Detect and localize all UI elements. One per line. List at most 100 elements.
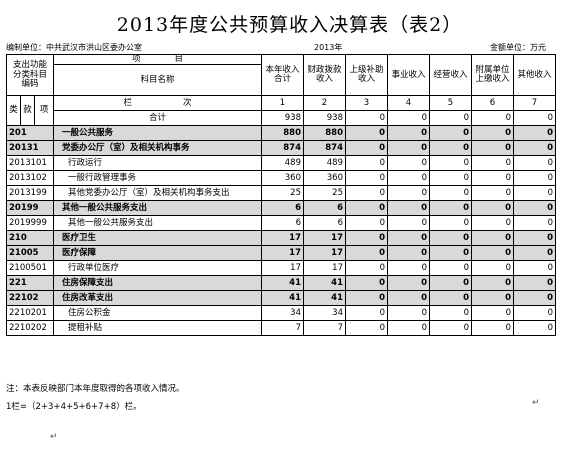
- row-subject-name: 一般公共服务: [53, 125, 262, 142]
- row-value: 41: [261, 290, 304, 307]
- table-row: 2100501 行政单位医疗 17 17 0 0 0 0 0: [6, 260, 556, 277]
- row-value: 0: [345, 260, 388, 277]
- lei-header: 类: [6, 95, 21, 127]
- budget-table: 支出功能分类科目编码 项 目 本年收入合计 财政拨款收入 上级补助收入 事业收入…: [6, 53, 556, 337]
- row-value: 0: [471, 200, 514, 217]
- row-code: 20199: [6, 200, 54, 217]
- col-header: 经营收入: [429, 53, 472, 97]
- row-value: 6: [303, 215, 346, 232]
- row-code: 2210201: [6, 305, 54, 322]
- row-value: 0: [345, 290, 388, 307]
- row-value: 0: [345, 200, 388, 217]
- row-value: 0: [471, 140, 514, 157]
- row-value: 0: [387, 275, 430, 292]
- table-row: 221 住房保障支出 41 41 0 0 0 0 0: [6, 275, 556, 292]
- row-value: 0: [429, 125, 472, 142]
- row-value: 0: [387, 245, 430, 262]
- row-value: 0: [471, 170, 514, 187]
- row-value: 0: [513, 140, 556, 157]
- col-number: 2: [303, 95, 346, 112]
- row-value: 880: [261, 125, 304, 142]
- page-title: 2013年度公共预算收入决算表（表2）: [116, 14, 463, 36]
- row-code: 2013102: [6, 170, 54, 187]
- row-value: 0: [429, 320, 472, 337]
- row-value: 0: [387, 215, 430, 232]
- row-value: 874: [261, 140, 304, 157]
- row-value: 0: [387, 260, 430, 277]
- row-value: 0: [513, 245, 556, 262]
- total-value: 0: [429, 110, 472, 127]
- kuan-header: 款: [20, 95, 35, 127]
- row-subject-name: 行政运行: [53, 155, 262, 172]
- table-row: 21005 医疗保障 17 17 0 0 0 0 0: [6, 245, 556, 262]
- row-subject-name: 其他一般公共服务支出: [53, 200, 262, 217]
- total-value: 0: [387, 110, 430, 127]
- row-value: 17: [261, 260, 304, 277]
- row-subject-name: 住房改革支出: [53, 290, 262, 307]
- col-number: 3: [345, 95, 388, 112]
- row-value: 0: [471, 290, 514, 307]
- amount-unit: 金额单位：万元: [490, 43, 546, 52]
- row-value: 7: [303, 320, 346, 337]
- row-subject-name: 其他党委办公厅（室）及相关机构事务支出: [53, 185, 262, 202]
- col-header: 事业收入: [387, 53, 430, 97]
- row-value: 0: [513, 260, 556, 277]
- row-value: 0: [387, 185, 430, 202]
- table-row: 20131 党委办公厅（室）及相关机构事务 874 874 0 0 0 0 0: [6, 140, 556, 157]
- row-value: 489: [261, 155, 304, 172]
- table-row: 2210202 提租补贴 7 7 0 0 0 0 0: [6, 320, 556, 337]
- item-group-header: 项 目: [53, 53, 262, 66]
- row-value: 41: [303, 290, 346, 307]
- row-value: 0: [471, 260, 514, 277]
- row-value: 0: [429, 140, 472, 157]
- col-header: 本年收入合计: [261, 53, 304, 97]
- row-value: 0: [513, 275, 556, 292]
- row-value: 7: [261, 320, 304, 337]
- lan-ci-header: 栏 次: [53, 95, 262, 112]
- row-value: 0: [429, 245, 472, 262]
- row-value: 0: [513, 215, 556, 232]
- col-header: 附属单位上缴收入: [471, 53, 514, 97]
- row-code: 210: [6, 230, 54, 247]
- row-value: 0: [513, 200, 556, 217]
- col-number: 1: [261, 95, 304, 112]
- row-value: 0: [345, 245, 388, 262]
- row-value: 34: [261, 305, 304, 322]
- row-value: 0: [429, 260, 472, 277]
- row-code: 2019999: [6, 215, 54, 232]
- row-subject-name: 住房公积金: [53, 305, 262, 322]
- paragraph-mark-icon: ↵: [50, 432, 58, 442]
- col-header: 其他收入: [513, 53, 556, 97]
- row-value: 0: [513, 230, 556, 247]
- table-row: 2210201 住房公积金 34 34 0 0 0 0 0: [6, 305, 556, 322]
- row-value: 0: [429, 200, 472, 217]
- row-value: 0: [513, 170, 556, 187]
- row-code: 201: [6, 125, 54, 142]
- table-row: 2013101 行政运行 489 489 0 0 0 0 0: [6, 155, 556, 172]
- row-value: 0: [345, 320, 388, 337]
- row-value: 41: [261, 275, 304, 292]
- row-value: 0: [471, 215, 514, 232]
- row-value: 489: [303, 155, 346, 172]
- row-code: 2013101: [6, 155, 54, 172]
- row-value: 0: [429, 275, 472, 292]
- row-value: 0: [429, 215, 472, 232]
- table-row: 2013102 一般行政管理事务 360 360 0 0 0 0 0: [6, 170, 556, 187]
- row-value: 0: [387, 230, 430, 247]
- row-value: 0: [387, 305, 430, 322]
- row-value: 0: [429, 155, 472, 172]
- row-value: 0: [471, 155, 514, 172]
- row-value: 0: [387, 125, 430, 142]
- table-row: 210 医疗卫生 17 17 0 0 0 0 0: [6, 230, 556, 247]
- row-value: 6: [261, 200, 304, 217]
- total-value: 938: [303, 110, 346, 127]
- row-value: 0: [471, 125, 514, 142]
- total-value: 938: [261, 110, 304, 127]
- row-value: 0: [387, 320, 430, 337]
- row-value: 0: [345, 185, 388, 202]
- table-row: 20199 其他一般公共服务支出 6 6 0 0 0 0 0: [6, 200, 556, 217]
- row-code: 20131: [6, 140, 54, 157]
- row-value: 0: [429, 185, 472, 202]
- total-label: 合计: [53, 110, 262, 127]
- total-value: 0: [471, 110, 514, 127]
